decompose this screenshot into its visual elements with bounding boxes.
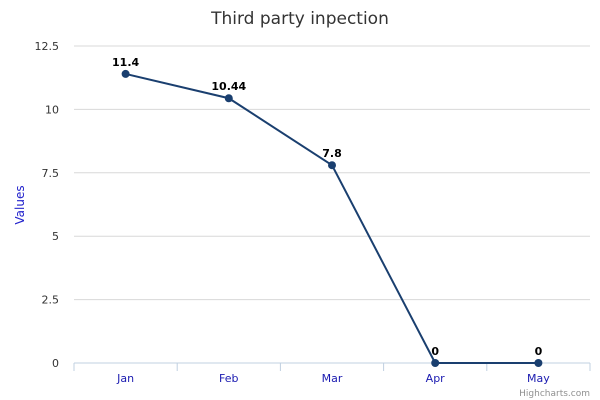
series-line [121,69,543,367]
data-labels: 11.4 10.44 7.8 0 0 [112,56,543,358]
x-tick-label: Mar [322,372,343,385]
y-tick-label: 7.5 [42,167,60,180]
data-point[interactable] [121,69,130,78]
y-tick-label: 12.5 [35,40,60,53]
y-tick-label: 2.5 [42,294,60,307]
data-label: 10.44 [211,80,246,93]
series-path [125,72,539,364]
y-axis-ticks: 0 2.5 5 7.5 10 12.5 [35,40,60,370]
data-label: 11.4 [112,56,139,69]
y-tick-label: 5 [52,230,59,243]
data-point[interactable] [431,359,440,367]
data-label: 0 [431,345,439,358]
data-label: 0 [535,345,543,358]
y-axis-title: Values [13,185,27,224]
data-point[interactable] [224,94,233,103]
x-tick-label: May [527,372,550,385]
data-point[interactable] [328,161,336,170]
data-point[interactable] [534,359,543,367]
x-tick-label: Apr [426,372,446,385]
y-tick-label: 0 [52,357,59,370]
x-axis: Jan Feb Mar Apr May [73,362,591,385]
x-tick-label: Feb [219,372,238,385]
credits-link[interactable]: Highcharts.com [519,389,590,399]
x-tick-label: Jan [116,372,134,385]
data-label: 7.8 [322,147,342,160]
gridlines [74,45,590,364]
chart-title: Third party inpection [210,9,389,29]
y-tick-label: 10 [45,103,59,116]
